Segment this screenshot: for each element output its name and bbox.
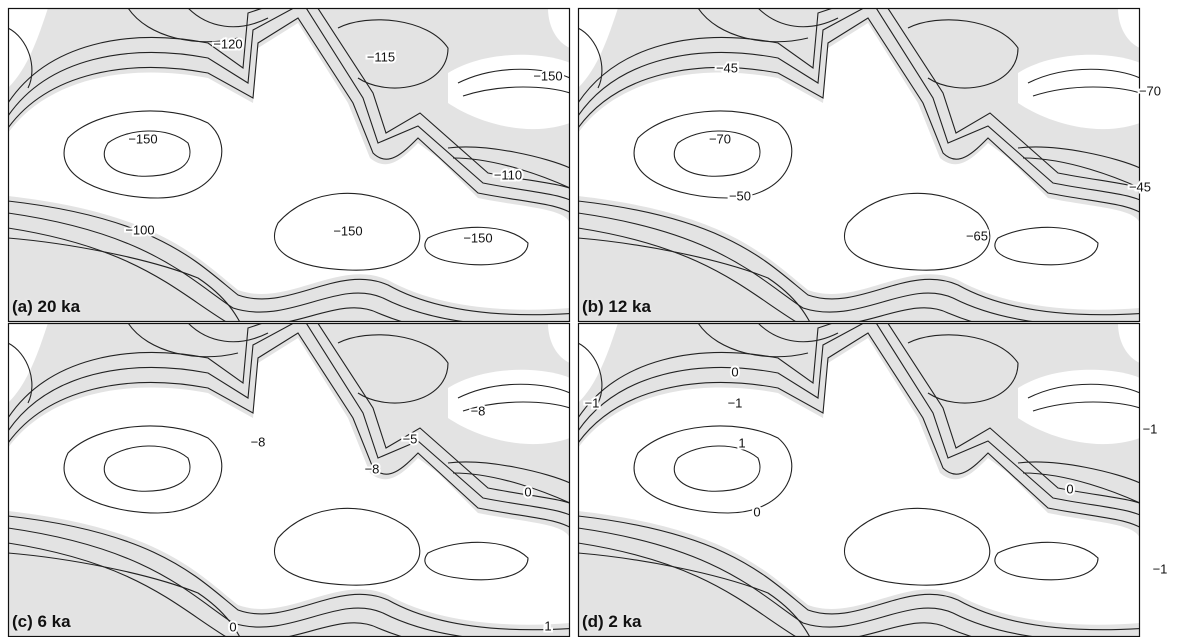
contour-label: 1	[738, 435, 745, 450]
panel-label: (a) 20 ka	[12, 297, 81, 316]
contour-label: −45	[1129, 179, 1151, 194]
contour-label: 0	[1066, 481, 1073, 496]
contour-label: −150	[333, 223, 362, 238]
map-panel: −8 −8 −5 0 −8 0 1 (c) 6 ka	[8, 308, 588, 637]
contour-label: −1	[728, 395, 743, 410]
panels: −120−115−150−150−110−100−150−150(a) 20 k…	[8, 0, 1167, 637]
panel-label: (c) 6 ka	[12, 612, 71, 631]
contour-label: 0	[524, 484, 531, 499]
contour-label: −70	[1139, 83, 1161, 98]
contour-label: −150	[128, 131, 157, 146]
map	[8, 308, 588, 637]
contour-label: −70	[709, 131, 731, 146]
contour-label: −150	[463, 230, 492, 245]
map	[578, 308, 1158, 637]
map	[578, 0, 1158, 340]
map-panel: −120 −115 −150 −150 −110 −100 −150 −150 (a) 20 k…	[8, 0, 588, 340]
contour-label: −120	[213, 36, 242, 51]
contour-label: −65	[966, 228, 988, 243]
contour-label: −150	[533, 68, 562, 83]
contour-label: −8	[471, 403, 486, 418]
contour-label: −100	[125, 222, 154, 237]
contour-label: −115	[367, 49, 395, 64]
contour-label: 0	[229, 619, 236, 634]
contour-label: −1	[1143, 421, 1158, 436]
contour-label: −5	[403, 431, 418, 446]
contour-label: −8	[365, 461, 380, 476]
contour-label: 0	[731, 364, 738, 379]
contour-label: 1	[544, 618, 551, 633]
contour-label: −1	[585, 395, 600, 410]
panel-label: (b) 12 ka	[582, 297, 652, 316]
contour-label: −8	[251, 434, 266, 449]
panel-label: (d) 2 ka	[582, 612, 642, 631]
map-panel: 0 −1 −1 −1 1 0 0 −1 (d) 2 ka	[578, 308, 1167, 637]
contour-label: −50	[729, 188, 751, 203]
contour-label: −45	[716, 60, 738, 75]
map-panel: −45 −70 −70 −50 −45 −65 (b) 12 ka	[578, 0, 1161, 340]
figure: −120−115−150−150−110−100−150−150(a) 20 k…	[0, 0, 1177, 637]
contour-label: −110	[494, 167, 522, 182]
contour-label: 0	[753, 504, 760, 519]
contour-label: −1	[1153, 561, 1168, 576]
